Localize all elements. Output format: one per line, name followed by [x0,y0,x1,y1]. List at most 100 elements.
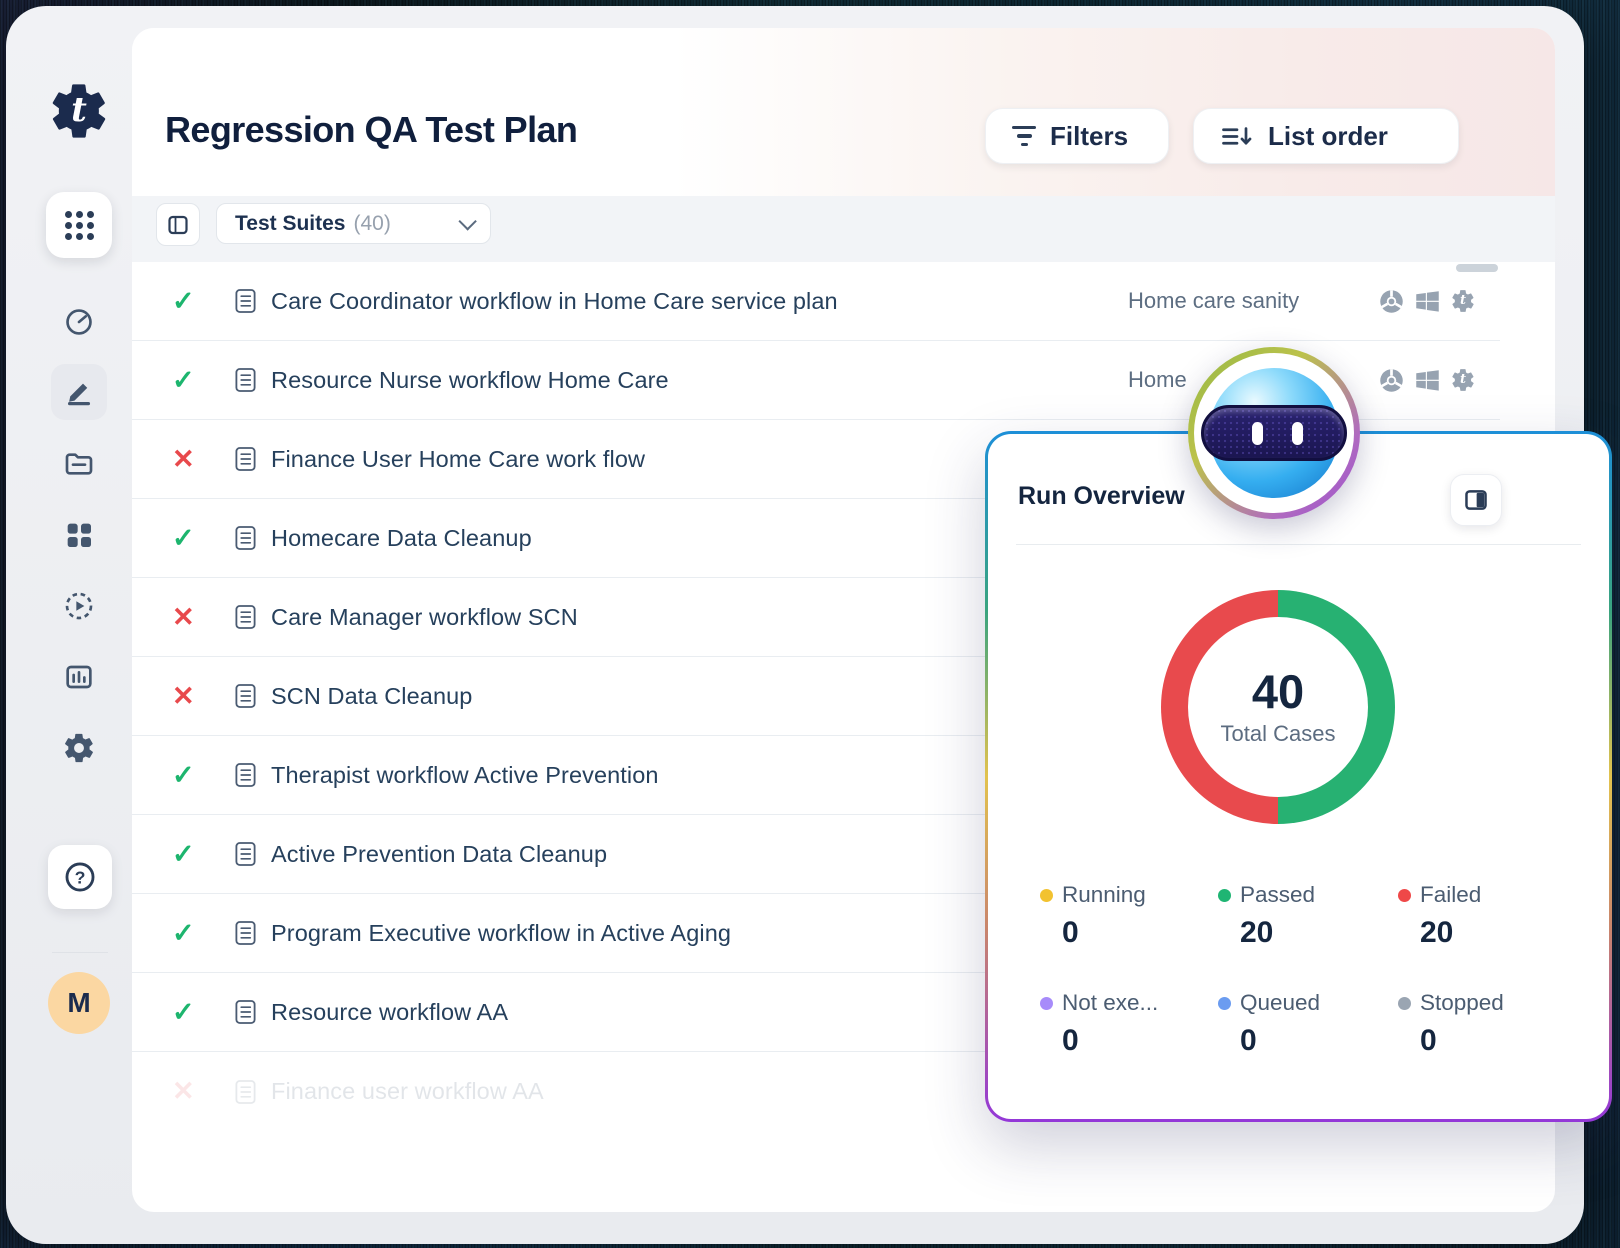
legend-value: 0 [1420,1024,1437,1057]
sidebar-item-settings[interactable] [62,731,96,765]
sidebar-item-runs[interactable] [63,590,95,622]
gear-icon [65,733,93,763]
chrome-icon [1380,289,1403,313]
page-title: Regression QA Test Plan [165,109,578,150]
test-suite-name: Resource Nurse workflow Home Care [271,366,669,393]
legend-value: 0 [1062,1024,1079,1057]
card-divider [1016,544,1581,545]
table-row[interactable]: ✓ Resource Nurse workflow Home Care Home… [132,341,1500,420]
test-suites-dropdown[interactable]: Test Suites (40) [216,203,491,244]
test-suite-name: Therapist workflow Active Prevention [271,761,659,788]
dropdown-label: Test Suites [235,211,346,235]
table-row[interactable]: ✕ Finance User Home Care work flow t [132,420,1500,499]
robot-ring [1194,353,1354,513]
document-icon [234,998,257,1026]
card-title: Run Overview [1018,482,1185,510]
pencil-icon [68,383,90,406]
robot-eye-left [1252,422,1263,445]
test-suite-name: Program Executive workflow in Active Agi… [271,919,732,946]
table-row[interactable]: ✓ Program Executive workflow in Active A… [132,894,1500,973]
status-icon: ✓ [172,838,195,869]
test-suite-name: SCN Data Cleanup [271,682,473,709]
table-row[interactable]: ✕ Care Manager workflow SCN t [132,578,1500,657]
table-row[interactable]: ✕ SCN Data Cleanup t [132,657,1500,736]
table-row[interactable]: ✓ Homecare Data Cleanup t [132,499,1500,578]
test-suite-name: Care Coordinator workflow in Home Care s… [271,287,838,314]
windows-icon [1416,290,1439,312]
document-icon [234,840,257,868]
status-icon: ✓ [172,364,195,395]
user-avatar[interactable]: M [48,972,110,1034]
status-icon: ✕ [172,1076,195,1106]
help-button[interactable]: ? [48,845,112,909]
list-order-icon [1222,126,1252,145]
status-icon: ✕ [172,680,195,711]
legend-dot [1040,996,1053,1010]
document-icon [234,919,257,947]
filter-icon [1012,125,1036,147]
list-order-label: List order [1268,120,1388,151]
ai-robot-avatar [1188,347,1360,519]
legend-label: Passed [1240,882,1316,907]
speedometer-icon [66,309,92,335]
test-suite-name: Finance user workflow AA [271,1078,544,1104]
table-row[interactable]: ✓ Care Coordinator workflow in Home Care… [132,262,1500,341]
platform-icons: t [1378,367,1476,394]
document-icon [234,524,257,552]
legend-value: 20 [1420,916,1454,949]
panel-right-icon [1465,490,1487,510]
table-row[interactable]: ✓ Resource workflow AA t [132,973,1500,1052]
scrollbar-thumb[interactable] [1456,264,1498,272]
status-icon: ✓ [172,759,195,790]
sidebar-item-elements[interactable] [63,519,95,551]
sidebar-item-dashboard[interactable] [63,306,95,338]
filters-label: Filters [1050,120,1129,151]
test-suite-name: Homecare Data Cleanup [271,524,532,551]
total-cases-value: 40 [1251,664,1305,718]
status-icon: ✓ [172,996,195,1027]
environment-label: Home care sanity [1128,288,1300,313]
legend-label: Stopped [1420,990,1504,1015]
sidebar-item-reports[interactable] [63,661,95,693]
legend-label: Failed [1420,882,1482,907]
document-icon [234,1078,257,1106]
chrome-icon [1380,368,1403,392]
legend-item: Passed 20 [1218,882,1398,950]
blocks-icon [67,523,91,547]
apps-grid-icon [64,210,94,240]
sidebar-item-apps[interactable] [46,192,112,258]
dropdown-count: (40) [353,211,391,235]
sidebar-item-editor[interactable] [51,364,107,420]
document-icon [234,287,257,315]
legend-item: Running 0 [1040,882,1218,950]
document-icon [234,366,257,394]
legend-dot [1040,888,1053,902]
layout-panel-icon [168,215,188,234]
table-row[interactable]: ✕ Finance user workflow AA t [132,1052,1500,1131]
document-icon [234,761,257,789]
robot-head [1201,368,1347,498]
collapse-panel-button[interactable] [1450,474,1502,526]
folder-icon [65,453,93,475]
toolbar: Test Suites (40) [132,196,1555,262]
status-icon: ✓ [172,522,195,553]
table-row[interactable]: ✓ Active Prevention Data Cleanup t [132,815,1500,894]
toggle-panel-button[interactable] [156,203,200,246]
total-cases-label: Total Cases [1220,720,1336,746]
test-suite-name: Resource workflow AA [271,998,509,1025]
test-suite-name: Care Manager workflow SCN [271,603,578,630]
legend-value: 0 [1240,1024,1257,1057]
environment-label: Home [1128,367,1187,392]
table-row[interactable]: ✓ Therapist workflow Active Prevention t [132,736,1500,815]
sidebar-item-projects[interactable] [63,448,95,480]
document-icon [234,603,257,631]
list-order-button[interactable]: List order [1193,108,1459,164]
windows-icon [1416,369,1439,391]
status-icon: ✕ [172,601,195,632]
filters-button[interactable]: Filters [985,108,1169,164]
legend-label: Not exe... [1062,990,1159,1015]
legend-item: Stopped 0 [1398,990,1570,1058]
testsigma-logo: t [47,79,111,143]
logo-letter: t [71,89,87,130]
